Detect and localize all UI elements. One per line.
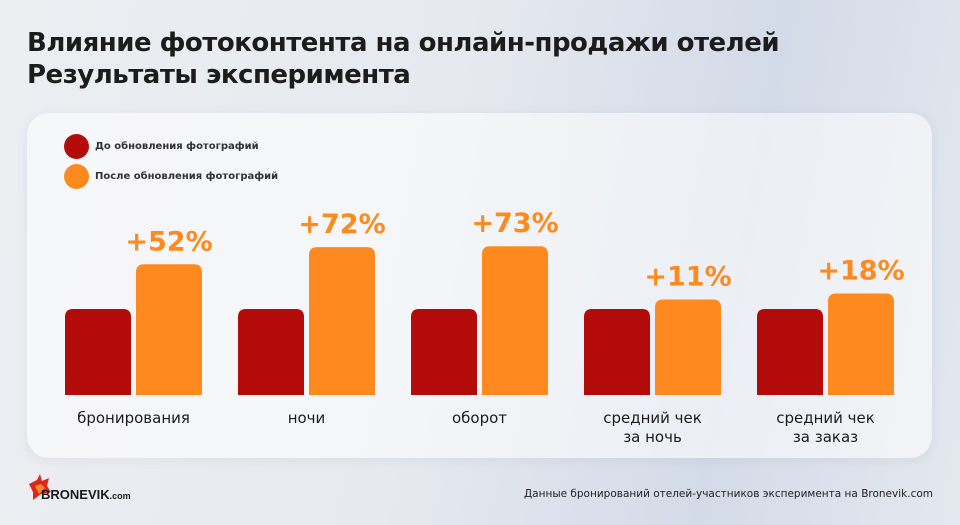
bar-before bbox=[238, 309, 304, 395]
legend-item-after: После обновления фотографий bbox=[64, 161, 278, 191]
bar-before bbox=[757, 309, 823, 395]
bar-after bbox=[828, 293, 894, 395]
category-label: оборот bbox=[452, 409, 507, 427]
legend-swatch-after bbox=[64, 163, 89, 189]
category-label: за заказ bbox=[793, 428, 858, 446]
bar-after bbox=[136, 264, 202, 395]
chart-title: Влияние фотоконтента на онлайн-продажи о… bbox=[27, 27, 780, 91]
data-label: +72% bbox=[298, 209, 385, 240]
legend-label: После обновления фотографий bbox=[95, 170, 279, 182]
title-line-1: Влияние фотоконтента на онлайн-продажи о… bbox=[27, 28, 780, 58]
legend: До обновления фотографий После обновлени… bbox=[64, 131, 278, 191]
category-label: ночи bbox=[288, 409, 326, 427]
category-label: средний чек bbox=[603, 409, 702, 427]
bar-after bbox=[482, 246, 548, 395]
category-label: бронирования bbox=[77, 409, 190, 427]
data-label: +73% bbox=[471, 208, 558, 239]
data-label: +52% bbox=[125, 226, 212, 257]
title-line-2: Результаты эксперимента bbox=[27, 60, 411, 90]
legend-swatch-before bbox=[64, 133, 89, 159]
data-label: +18% bbox=[817, 256, 904, 287]
bar-before bbox=[584, 309, 650, 395]
data-label: +11% bbox=[644, 262, 731, 293]
legend-item-before: До обновления фотографий bbox=[64, 131, 278, 161]
bar-before bbox=[411, 309, 477, 395]
bar-before bbox=[65, 309, 131, 395]
category-label: средний чек bbox=[776, 409, 875, 427]
category-label: за ночь bbox=[623, 428, 682, 446]
svg-text:BRONEVIK.com: BRONEVIK.com bbox=[41, 487, 131, 502]
legend-label: До обновления фотографий bbox=[95, 140, 259, 152]
bronevik-logo: BRONEVIK.com bbox=[27, 472, 137, 506]
bar-after bbox=[309, 247, 375, 395]
source-note: Данные бронирований отелей-участников эк… bbox=[523, 488, 933, 500]
bar-after bbox=[655, 299, 721, 395]
